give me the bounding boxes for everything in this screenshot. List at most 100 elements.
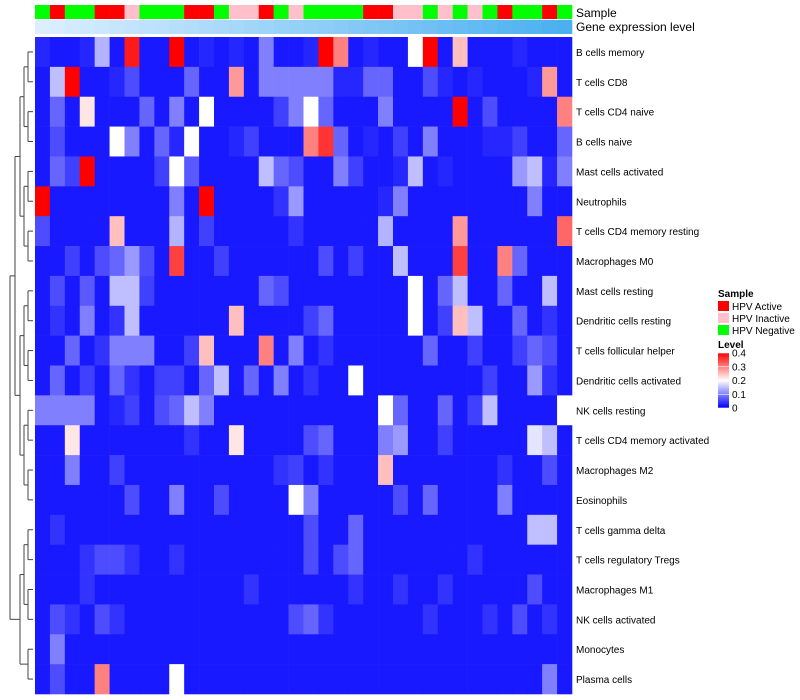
heatmap-cell — [527, 275, 543, 307]
heatmap-cell — [407, 305, 424, 336]
heatmap-cell — [214, 455, 230, 486]
row-dendrogram — [9, 51, 33, 680]
heatmap-cell — [169, 186, 185, 217]
heatmap-cell — [49, 37, 66, 68]
heatmap-cell — [452, 305, 468, 336]
heatmap-cell — [154, 514, 170, 545]
heatmap-cell — [228, 275, 245, 307]
heatmap-cell — [94, 186, 110, 217]
heatmap-cell — [303, 514, 319, 545]
expression-annotation-cell — [437, 20, 453, 34]
heatmap-cell — [258, 126, 274, 157]
heatmap-cell — [169, 305, 185, 336]
sample-annotation-cell — [243, 5, 260, 19]
heatmap-cell — [109, 156, 125, 187]
row-label: Macrophages M1 — [576, 585, 654, 596]
row-label: T cells follicular helper — [576, 347, 675, 358]
heatmap-cell — [303, 455, 319, 486]
heatmap-cell — [258, 66, 274, 98]
heatmap-cell — [154, 216, 170, 247]
heatmap-cell — [303, 395, 319, 426]
heatmap-cell — [422, 186, 439, 217]
heatmap-cell — [542, 246, 558, 277]
heatmap-cell — [228, 634, 245, 665]
heatmap-cell — [542, 156, 558, 187]
heatmap-cell — [542, 544, 558, 575]
expression-annotation-cell — [422, 20, 439, 34]
heatmap-cell — [378, 335, 394, 366]
heatmap-cell — [437, 455, 453, 486]
heatmap-cell — [542, 66, 558, 98]
heatmap-cell — [288, 455, 304, 486]
heatmap-cell — [243, 246, 260, 277]
heatmap-cell — [348, 514, 364, 545]
heatmap-cell — [124, 574, 140, 605]
heatmap-cell — [124, 395, 140, 426]
heatmap-cell — [258, 484, 274, 516]
heatmap-cell — [318, 305, 334, 336]
heatmap-cell — [437, 186, 453, 217]
expression-annotation-cell — [124, 20, 140, 34]
heatmap-cell — [348, 335, 364, 366]
expression-annotation-cell — [482, 20, 498, 34]
heatmap-cell — [452, 216, 468, 247]
heatmap-cell — [258, 634, 274, 665]
heatmap-cell — [393, 275, 409, 307]
heatmap-cell — [318, 216, 334, 247]
heatmap-cell — [273, 634, 289, 665]
row-label: NK cells activated — [576, 615, 655, 626]
heatmap-cell — [288, 335, 304, 366]
heatmap-cell — [124, 664, 140, 695]
heatmap-cell — [109, 246, 125, 277]
heatmap-cell — [318, 514, 334, 545]
heatmap-cell — [214, 96, 230, 127]
heatmap-cell — [64, 484, 81, 516]
heatmap-cell — [124, 335, 140, 366]
heatmap-cell — [243, 574, 260, 605]
heatmap-cell — [169, 514, 185, 545]
heatmap-cell — [124, 246, 140, 277]
heatmap-cell — [199, 455, 215, 486]
heatmap-cell — [184, 514, 200, 545]
heatmap-cell — [407, 156, 424, 187]
sample-annotation-cell — [348, 5, 364, 19]
heatmap-cell — [527, 156, 543, 187]
heatmap-cell — [169, 335, 185, 366]
heatmap-cell — [169, 66, 185, 98]
heatmap-cell — [303, 484, 319, 516]
heatmap-cell — [452, 574, 468, 605]
heatmap-cell — [422, 484, 439, 516]
heatmap-cell — [422, 604, 439, 635]
heatmap-cell — [557, 275, 573, 307]
heatmap-cell — [557, 425, 573, 456]
heatmap-cell — [348, 37, 364, 68]
heatmap-cell — [557, 305, 573, 336]
heatmap-cell — [333, 335, 349, 366]
heatmap-cell — [199, 66, 215, 98]
heatmap-cell — [557, 455, 573, 486]
heatmap-cell — [124, 37, 140, 68]
heatmap-cell — [94, 574, 110, 605]
heatmap-cell — [393, 126, 409, 157]
sample-annotation-cell — [214, 5, 230, 19]
heatmap-cell — [452, 425, 468, 456]
sample-annotation-cell — [557, 5, 573, 19]
heatmap-cell — [452, 126, 468, 157]
heatmap-cell — [199, 664, 215, 695]
heatmap-cell — [49, 335, 66, 366]
heatmap-cell — [497, 514, 513, 545]
heatmap-cell — [154, 604, 170, 635]
legend-tick-label: 0.1 — [732, 390, 746, 401]
heatmap-cell — [124, 425, 140, 456]
heatmap-cell — [124, 216, 140, 247]
heatmap-cell — [64, 514, 81, 545]
heatmap-cell — [318, 335, 334, 366]
heatmap-cell — [318, 425, 334, 456]
heatmap-cell — [228, 335, 245, 366]
heatmap-cell — [199, 305, 215, 336]
heatmap-cell — [154, 246, 170, 277]
heatmap-cell — [243, 664, 260, 695]
heatmap-cell — [467, 365, 483, 396]
heatmap-cell — [124, 455, 140, 486]
